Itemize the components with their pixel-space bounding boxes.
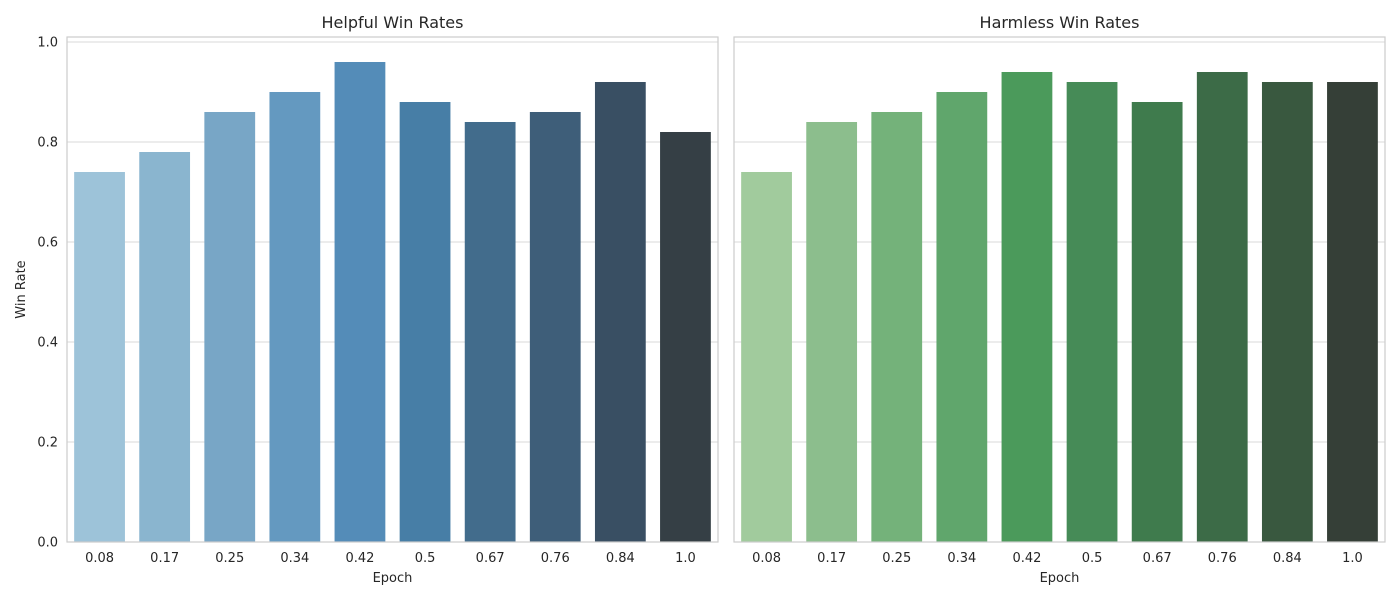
helpful-y-tick-label: 0.4 (37, 336, 58, 351)
harmless-bar (936, 92, 988, 542)
helpful-bar (139, 152, 191, 542)
harmless-x-tick-label: 0.5 (1082, 551, 1103, 566)
helpful-y-tick-label: 0.0 (37, 536, 58, 551)
harmless-x-tick-label: 0.67 (1143, 551, 1172, 566)
harmless-bar (1001, 72, 1053, 542)
harmless-x-tick-label: 0.76 (1208, 551, 1237, 566)
helpful-bar (594, 82, 646, 542)
helpful-y-tick-label: 1.0 (37, 36, 58, 51)
harmless-plot-frame (733, 36, 1386, 543)
helpful-bar (269, 92, 321, 542)
harmless-bar (1196, 72, 1248, 542)
helpful-x-tick-label: 0.42 (345, 551, 374, 566)
harmless-chart-title: Harmless Win Rates (980, 13, 1140, 32)
harmless-bar (1261, 82, 1313, 542)
harmless-x-tick-label: 0.42 (1012, 551, 1041, 566)
helpful-chart-panel: 0.00.20.40.60.81.0 0.08 0.17 0.25 0.34 0.42 0… (14, 13, 719, 586)
helpful-y-ticks: 0.0 0.2 0.4 0.6 0.8 1.0 (37, 36, 58, 551)
harmless-bar (741, 172, 792, 542)
helpful-y-tick-label: 0.2 (37, 436, 58, 451)
helpful-x-tick-label: 0.17 (150, 551, 179, 566)
helpful-bar (399, 102, 451, 542)
harmless-bar (1066, 82, 1118, 542)
harmless-x-tick-label: 0.08 (752, 551, 781, 566)
helpful-bar (660, 132, 711, 542)
harmless-bar (1327, 82, 1378, 542)
harmless-chart-panel: 0.08 0.17 0.25 0.34 0.42 0.5 0.67 0.76 0.84 1.0 H… (733, 13, 1386, 586)
helpful-x-tick-label: 0.67 (476, 551, 505, 566)
harmless-x-ticks: 0.08 0.17 0.25 0.34 0.42 0.5 0.67 0.76 0.84 1.0 (752, 551, 1363, 566)
helpful-chart-title: Helpful Win Rates (322, 13, 464, 32)
harmless-x-axis-label: Epoch (1040, 571, 1080, 586)
helpful-x-tick-label: 0.34 (280, 551, 309, 566)
harmless-bar (871, 112, 923, 542)
harmless-x-tick-label: 1.0 (1342, 551, 1363, 566)
helpful-bar (204, 112, 256, 542)
harmless-bar (806, 122, 858, 542)
helpful-plot-frame (66, 36, 719, 543)
harmless-x-tick-label: 0.34 (947, 551, 976, 566)
helpful-y-axis-label: Win Rate (14, 260, 29, 318)
helpful-bars (74, 62, 711, 542)
helpful-bar (529, 112, 581, 542)
harmless-bar (1131, 102, 1183, 542)
helpful-x-ticks: 0.08 0.17 0.25 0.34 0.42 0.5 0.67 0.76 0.84 1.0 (85, 551, 696, 566)
helpful-y-tick-label: 0.6 (37, 236, 58, 251)
helpful-x-tick-label: 1.0 (675, 551, 696, 566)
harmless-x-tick-label: 0.17 (817, 551, 846, 566)
helpful-x-tick-label: 0.84 (606, 551, 635, 566)
helpful-x-tick-label: 0.08 (85, 551, 114, 566)
helpful-bar (464, 122, 516, 542)
helpful-bar (74, 172, 125, 542)
harmless-x-tick-label: 0.25 (882, 551, 911, 566)
helpful-x-tick-label: 0.5 (415, 551, 436, 566)
harmless-bars (741, 72, 1378, 542)
helpful-x-tick-label: 0.25 (215, 551, 244, 566)
helpful-x-axis-label: Epoch (373, 571, 413, 586)
helpful-bar (334, 62, 386, 542)
helpful-x-tick-label: 0.76 (541, 551, 570, 566)
helpful-y-tick-label: 0.8 (37, 136, 58, 151)
harmless-x-tick-label: 0.84 (1273, 551, 1302, 566)
